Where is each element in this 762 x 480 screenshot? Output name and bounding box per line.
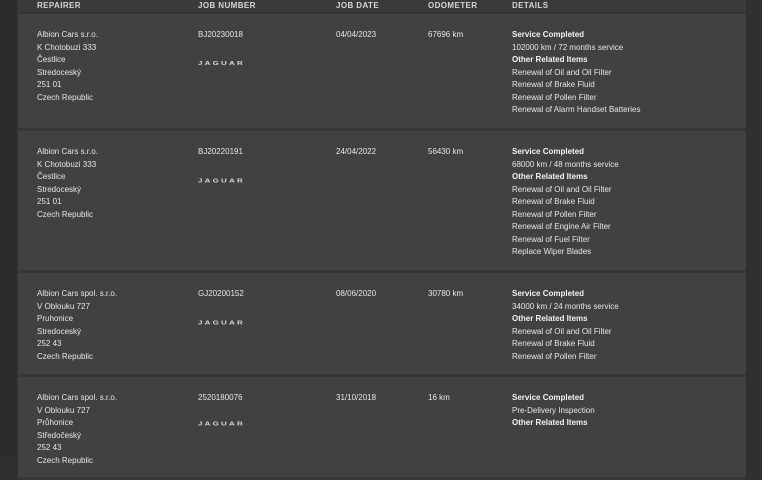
address-line: V Oblouku 727 — [37, 405, 90, 415]
details: Service Completed 34000 km / 24 months s… — [512, 288, 619, 363]
details: Service Completed Pre-Delivery Inspectio… — [512, 392, 595, 430]
job-date: 08/06/2020 — [336, 289, 377, 298]
table-row: Albion Cars s.r.o. K Chotobuzi 333 Čestlic… — [18, 14, 746, 131]
address-line: 252 43 — [37, 443, 62, 452]
address-line: 251 01 — [37, 80, 62, 89]
table-header: REPAIRER JOB NUMBER JOB DATE ODOMETER DE… — [18, 0, 746, 14]
header-details: DETAILS — [512, 1, 549, 10]
address-line: Pruhonice — [37, 314, 74, 323]
address-line: Středočeský — [37, 430, 82, 440]
repairer-address: Albion Cars s.r.o. K Chotobuzi 333 Čestlic… — [37, 146, 98, 221]
related-item: Renewal of Fuel Filter — [512, 234, 590, 244]
related-item: Renewal of Oil and Oil Filter — [512, 184, 612, 194]
address-line: Stredoceský — [37, 67, 82, 77]
service-history: REPAIRER JOB NUMBER JOB DATE ODOMETER DE… — [0, 0, 746, 480]
address-line: V Oblouku 727 — [37, 301, 90, 311]
related-item: Renewal of Brake Fluid — [512, 339, 595, 348]
other-items-heading: Other Related Items — [512, 314, 588, 323]
other-items-heading: Other Related Items — [512, 418, 588, 427]
service-description: Pre-Delivery Inspection — [512, 405, 595, 415]
address-line: Stredoceský — [37, 326, 82, 336]
related-item: Renewal of Brake Fluid — [512, 197, 595, 206]
related-item: Renewal of Pollen Filter — [512, 209, 597, 219]
odometer: 16 km — [428, 393, 450, 402]
address-line: Albion Cars spol. s.r.o. — [37, 289, 118, 298]
address-line: Albion Cars s.r.o. — [37, 147, 98, 156]
jaguar-logo: JAGUAR — [198, 60, 245, 67]
job-date: 24/04/2022 — [336, 147, 377, 156]
details: Service Completed 102000 km / 72 months … — [512, 29, 641, 117]
service-heading: Service Completed — [512, 30, 585, 39]
address-line: K Chotobuzi 333 — [37, 159, 97, 169]
address-line: Albion Cars s.r.o. — [37, 30, 98, 39]
job-number: BJ20230018 — [198, 30, 243, 39]
service-history-table: REPAIRER JOB NUMBER JOB DATE ODOMETER DE… — [18, 0, 746, 480]
table-row: Albion Cars spol. s.r.o. V Oblouku 727 Pru… — [18, 273, 746, 377]
details: Service Completed 68000 km / 48 months s… — [512, 146, 619, 259]
related-item: Renewal of Brake Fluid — [512, 80, 595, 89]
address-line: K Chotobuzi 333 — [37, 42, 97, 52]
service-description: 102000 km / 72 months service — [512, 42, 624, 52]
address-line: Czech Republic — [37, 209, 94, 219]
address-line: Czech Republic — [37, 92, 94, 102]
other-items-heading: Other Related Items — [512, 172, 588, 181]
related-item: Renewal of Oil and Oil Filter — [512, 326, 612, 336]
other-items-heading: Other Related Items — [512, 55, 588, 64]
job-number: 2520180076 — [198, 393, 243, 402]
job-date: 31/10/2018 — [336, 393, 377, 402]
odometer: 56430 km — [428, 147, 464, 156]
service-description: 68000 km / 48 months service — [512, 159, 619, 169]
address-line: Czech Republic — [37, 455, 94, 465]
related-item: Renewal of Oil and Oil Filter — [512, 67, 612, 77]
address-line: Albion Cars spol. s.r.o. — [37, 393, 118, 402]
odometer: 67696 km — [428, 30, 464, 39]
header-odometer: ODOMETER — [428, 1, 478, 10]
header-repairer: REPAIRER — [37, 1, 81, 10]
job-date: 04/04/2023 — [336, 30, 377, 39]
jaguar-logo: JAGUAR — [198, 420, 245, 427]
service-description: 34000 km / 24 months service — [512, 301, 619, 311]
job-number: GJ20200152 — [198, 289, 244, 298]
jaguar-logo: JAGUAR — [198, 319, 245, 326]
job-number: BJ20220191 — [198, 147, 243, 156]
header-job-date: JOB DATE — [336, 1, 380, 10]
related-item: Replace Wiper Blades — [512, 247, 592, 256]
address-line: Čestlice — [37, 55, 66, 64]
service-heading: Service Completed — [512, 289, 585, 298]
service-heading: Service Completed — [512, 147, 585, 156]
address-line: Průhonice — [37, 418, 74, 427]
address-line: Czech Republic — [37, 351, 94, 361]
table-row: Albion Cars s.r.o. K Chotobuzi 333 Čestlic… — [18, 131, 746, 273]
address-line: Čestlice — [37, 172, 66, 181]
related-item: Renewal of Pollen Filter — [512, 351, 597, 361]
left-strip — [0, 0, 16, 456]
odometer: 30780 km — [428, 289, 464, 298]
service-heading: Service Completed — [512, 393, 585, 402]
related-item: Renewal of Engine Air Filter — [512, 222, 611, 231]
related-item: Renewal of Pollen Filter — [512, 92, 597, 102]
jaguar-logo: JAGUAR — [198, 177, 245, 184]
repairer-address: Albion Cars s.r.o. K Chotobuzi 333 Čestlic… — [37, 29, 98, 104]
related-item: Renewal of Alarm Handset Batteries — [512, 105, 641, 114]
table-row: Albion Cars spol. s.r.o. V Oblouku 727 Prů… — [18, 377, 746, 480]
header-job-number: JOB NUMBER — [198, 1, 256, 10]
address-line: Stredoceský — [37, 184, 82, 194]
repairer-address: Albion Cars spol. s.r.o. V Oblouku 727 Pru… — [37, 288, 117, 363]
address-line: 252 43 — [37, 339, 62, 348]
address-line: 251 01 — [37, 197, 62, 206]
